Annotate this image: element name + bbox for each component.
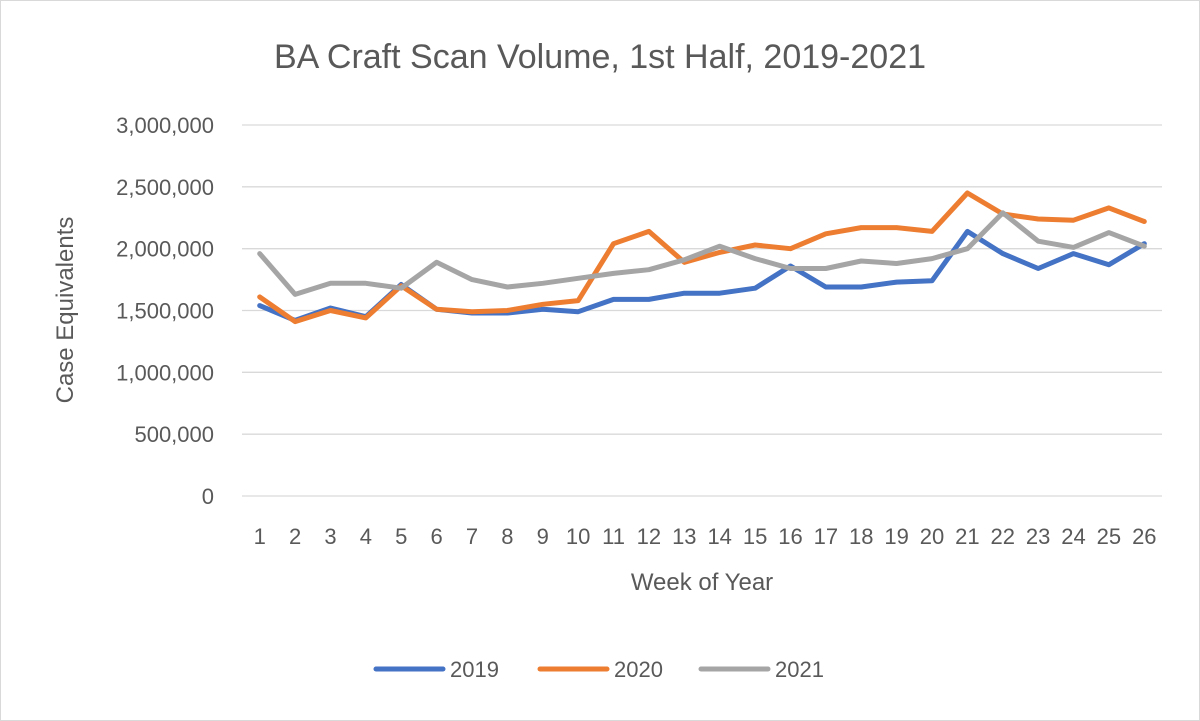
- legend-label: 2021: [775, 657, 824, 682]
- x-axis-ticks: 1 2 3 4 5 6 7 8 9 10 11 12 13 14 15 16 17 18 19 20 21 22 23 24 2…: [254, 524, 1157, 549]
- x-tick-label: 7: [466, 524, 478, 549]
- y-tick-label: 2,500,000: [116, 175, 214, 200]
- y-tick-label: 2,000,000: [116, 237, 214, 262]
- x-tick-label: 9: [537, 524, 549, 549]
- x-tick-label: 1: [254, 524, 266, 549]
- x-tick-label: 8: [501, 524, 513, 549]
- x-tick-label: 12: [637, 524, 661, 549]
- y-tick-label: 500,000: [134, 422, 214, 447]
- x-tick-label: 22: [991, 524, 1015, 549]
- x-axis-label: Week of Year: [631, 569, 773, 596]
- series-lines: [257, 190, 1147, 325]
- x-tick-label: 3: [324, 524, 336, 549]
- x-tick-label: 2: [289, 524, 301, 549]
- series-line-2020: [257, 190, 1147, 325]
- x-tick-label: 13: [672, 524, 696, 549]
- x-tick-label: 15: [743, 524, 767, 549]
- y-axis-label: Case Equivalents: [52, 217, 79, 404]
- x-tick-label: 5: [395, 524, 407, 549]
- x-tick-label: 19: [884, 524, 908, 549]
- x-tick-label: 25: [1097, 524, 1121, 549]
- x-tick-label: 26: [1132, 524, 1156, 549]
- y-axis-ticks: 0 500,000 1,000,000 1,500,000 2,000,000 2,500…: [116, 113, 214, 509]
- y-tick-label: 1,000,000: [116, 360, 214, 385]
- x-tick-label: 24: [1061, 524, 1085, 549]
- legend: 2019 2020 2021: [373, 657, 824, 682]
- y-tick-label: 0: [202, 484, 214, 509]
- series-line-2021: [257, 210, 1147, 297]
- x-tick-label: 6: [430, 524, 442, 549]
- x-tick-label: 23: [1026, 524, 1050, 549]
- y-tick-label: 1,500,000: [116, 299, 214, 324]
- legend-label: 2019: [450, 657, 499, 682]
- gridlines: [242, 124, 1162, 497]
- x-tick-label: 14: [707, 524, 731, 549]
- legend-label: 2020: [614, 657, 663, 682]
- x-tick-label: 11: [602, 524, 625, 549]
- series-line-2019: [257, 228, 1147, 323]
- x-tick-label: 21: [955, 524, 979, 549]
- x-tick-label: 18: [849, 524, 873, 549]
- x-tick-label: 4: [360, 524, 372, 549]
- y-tick-label: 3,000,000: [116, 113, 214, 138]
- x-tick-label: 16: [778, 524, 802, 549]
- x-tick-label: 17: [814, 524, 838, 549]
- x-tick-label: 20: [920, 524, 944, 549]
- x-tick-label: 10: [566, 524, 590, 549]
- chart-title: BA Craft Scan Volume, 1st Half, 2019-202…: [274, 38, 926, 76]
